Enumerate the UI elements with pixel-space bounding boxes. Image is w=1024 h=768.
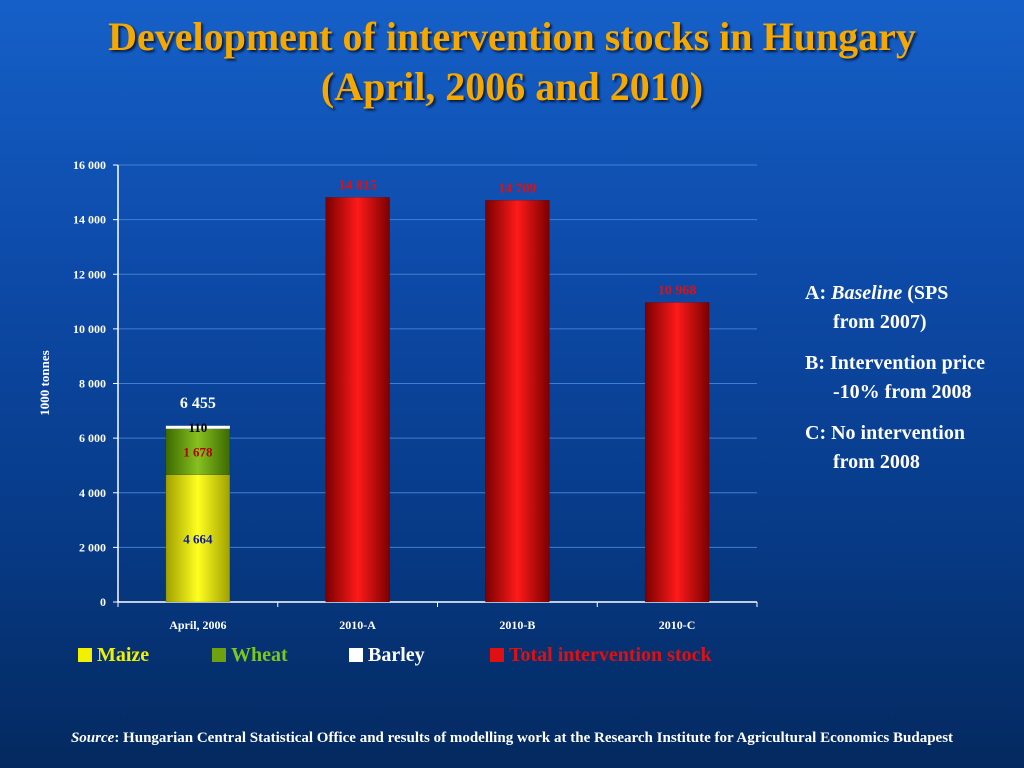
source-label: Source (70, 730, 115, 746)
y-axis-label: 1000 tonnes (37, 350, 52, 415)
source-note: Source: Hungarian Central Statistical Of… (0, 730, 1024, 747)
data-label: 4 664 (183, 531, 213, 546)
y-tick-label: 12 000 (73, 267, 106, 281)
legend-item-total: Total intervention stock (490, 644, 712, 667)
legend-item-barley: Barley (349, 644, 425, 667)
note-a-prefix: A: (805, 282, 832, 304)
legend-label-wheat: Wheat (231, 644, 288, 666)
note-a: A: Baseline (SPS from 2007) (805, 279, 1020, 337)
data-label: 14 709 (498, 181, 537, 196)
note-b-text: Intervention price (830, 352, 985, 374)
note-c-text: No intervention (831, 422, 965, 444)
slide-title: Development of intervention stocks in Hu… (0, 12, 1024, 112)
x-tick-label: April, 2006 (169, 618, 226, 632)
bar-maize (165, 474, 231, 603)
legend-item-maize: Maize (78, 644, 149, 667)
legend-swatch-total (490, 648, 504, 662)
note-a-italic: Baseline (831, 282, 903, 304)
legend-swatch-maize (78, 648, 92, 662)
y-tick-label: 2 000 (79, 540, 106, 554)
y-tick-label: 16 000 (73, 158, 106, 172)
y-tick-label: 14 000 (73, 213, 106, 227)
note-b-prefix: B: (805, 352, 830, 374)
title-line-1: Development of intervention stocks in Hu… (108, 14, 916, 59)
note-c-line2: from 2008 (833, 451, 920, 473)
title-line-2: (April, 2006 and 2010) (320, 64, 704, 109)
note-a-text: (SPS (902, 282, 949, 304)
y-tick-label: 4 000 (79, 486, 106, 500)
source-text: : Hungarian Central Statistical Office a… (114, 730, 954, 746)
legend-label-total: Total intervention stock (509, 644, 712, 666)
legend-label-barley: Barley (368, 644, 425, 666)
legend-item-wheat: Wheat (212, 644, 288, 667)
x-tick-label: 2010-B (499, 618, 535, 632)
legend-swatch-wheat (212, 648, 226, 662)
data-label: 1 678 (183, 445, 213, 460)
x-tick-label: 2010-C (659, 618, 696, 632)
y-tick-label: 8 000 (79, 377, 106, 391)
bar-total-intervention-stock (644, 302, 710, 603)
bar-barley (165, 425, 230, 429)
y-tick-label: 0 (100, 595, 106, 609)
note-b-line2: -10% from 2008 (833, 381, 972, 403)
x-tick-label: 2010-A (339, 618, 376, 632)
legend-swatch-barley (349, 648, 363, 662)
note-b: B: Intervention price -10% from 2008 (805, 349, 1020, 407)
data-label: 6 455 (180, 395, 216, 412)
note-a-line2: from 2007) (833, 311, 927, 333)
data-label: 110 (188, 420, 207, 435)
data-label: 14 815 (338, 178, 377, 193)
legend-label-maize: Maize (97, 644, 150, 666)
y-tick-label: 6 000 (79, 431, 106, 445)
bar-total-intervention-stock (485, 200, 550, 603)
note-c-prefix: C: (805, 422, 832, 444)
y-tick-label: 10 000 (73, 322, 106, 336)
note-c: C: No intervention from 2008 (805, 419, 1020, 477)
data-label: 10 968 (658, 283, 697, 298)
scenario-notes: A: Baseline (SPS from 2007) B: Intervent… (805, 279, 1020, 489)
bar-total-intervention-stock (325, 197, 390, 603)
